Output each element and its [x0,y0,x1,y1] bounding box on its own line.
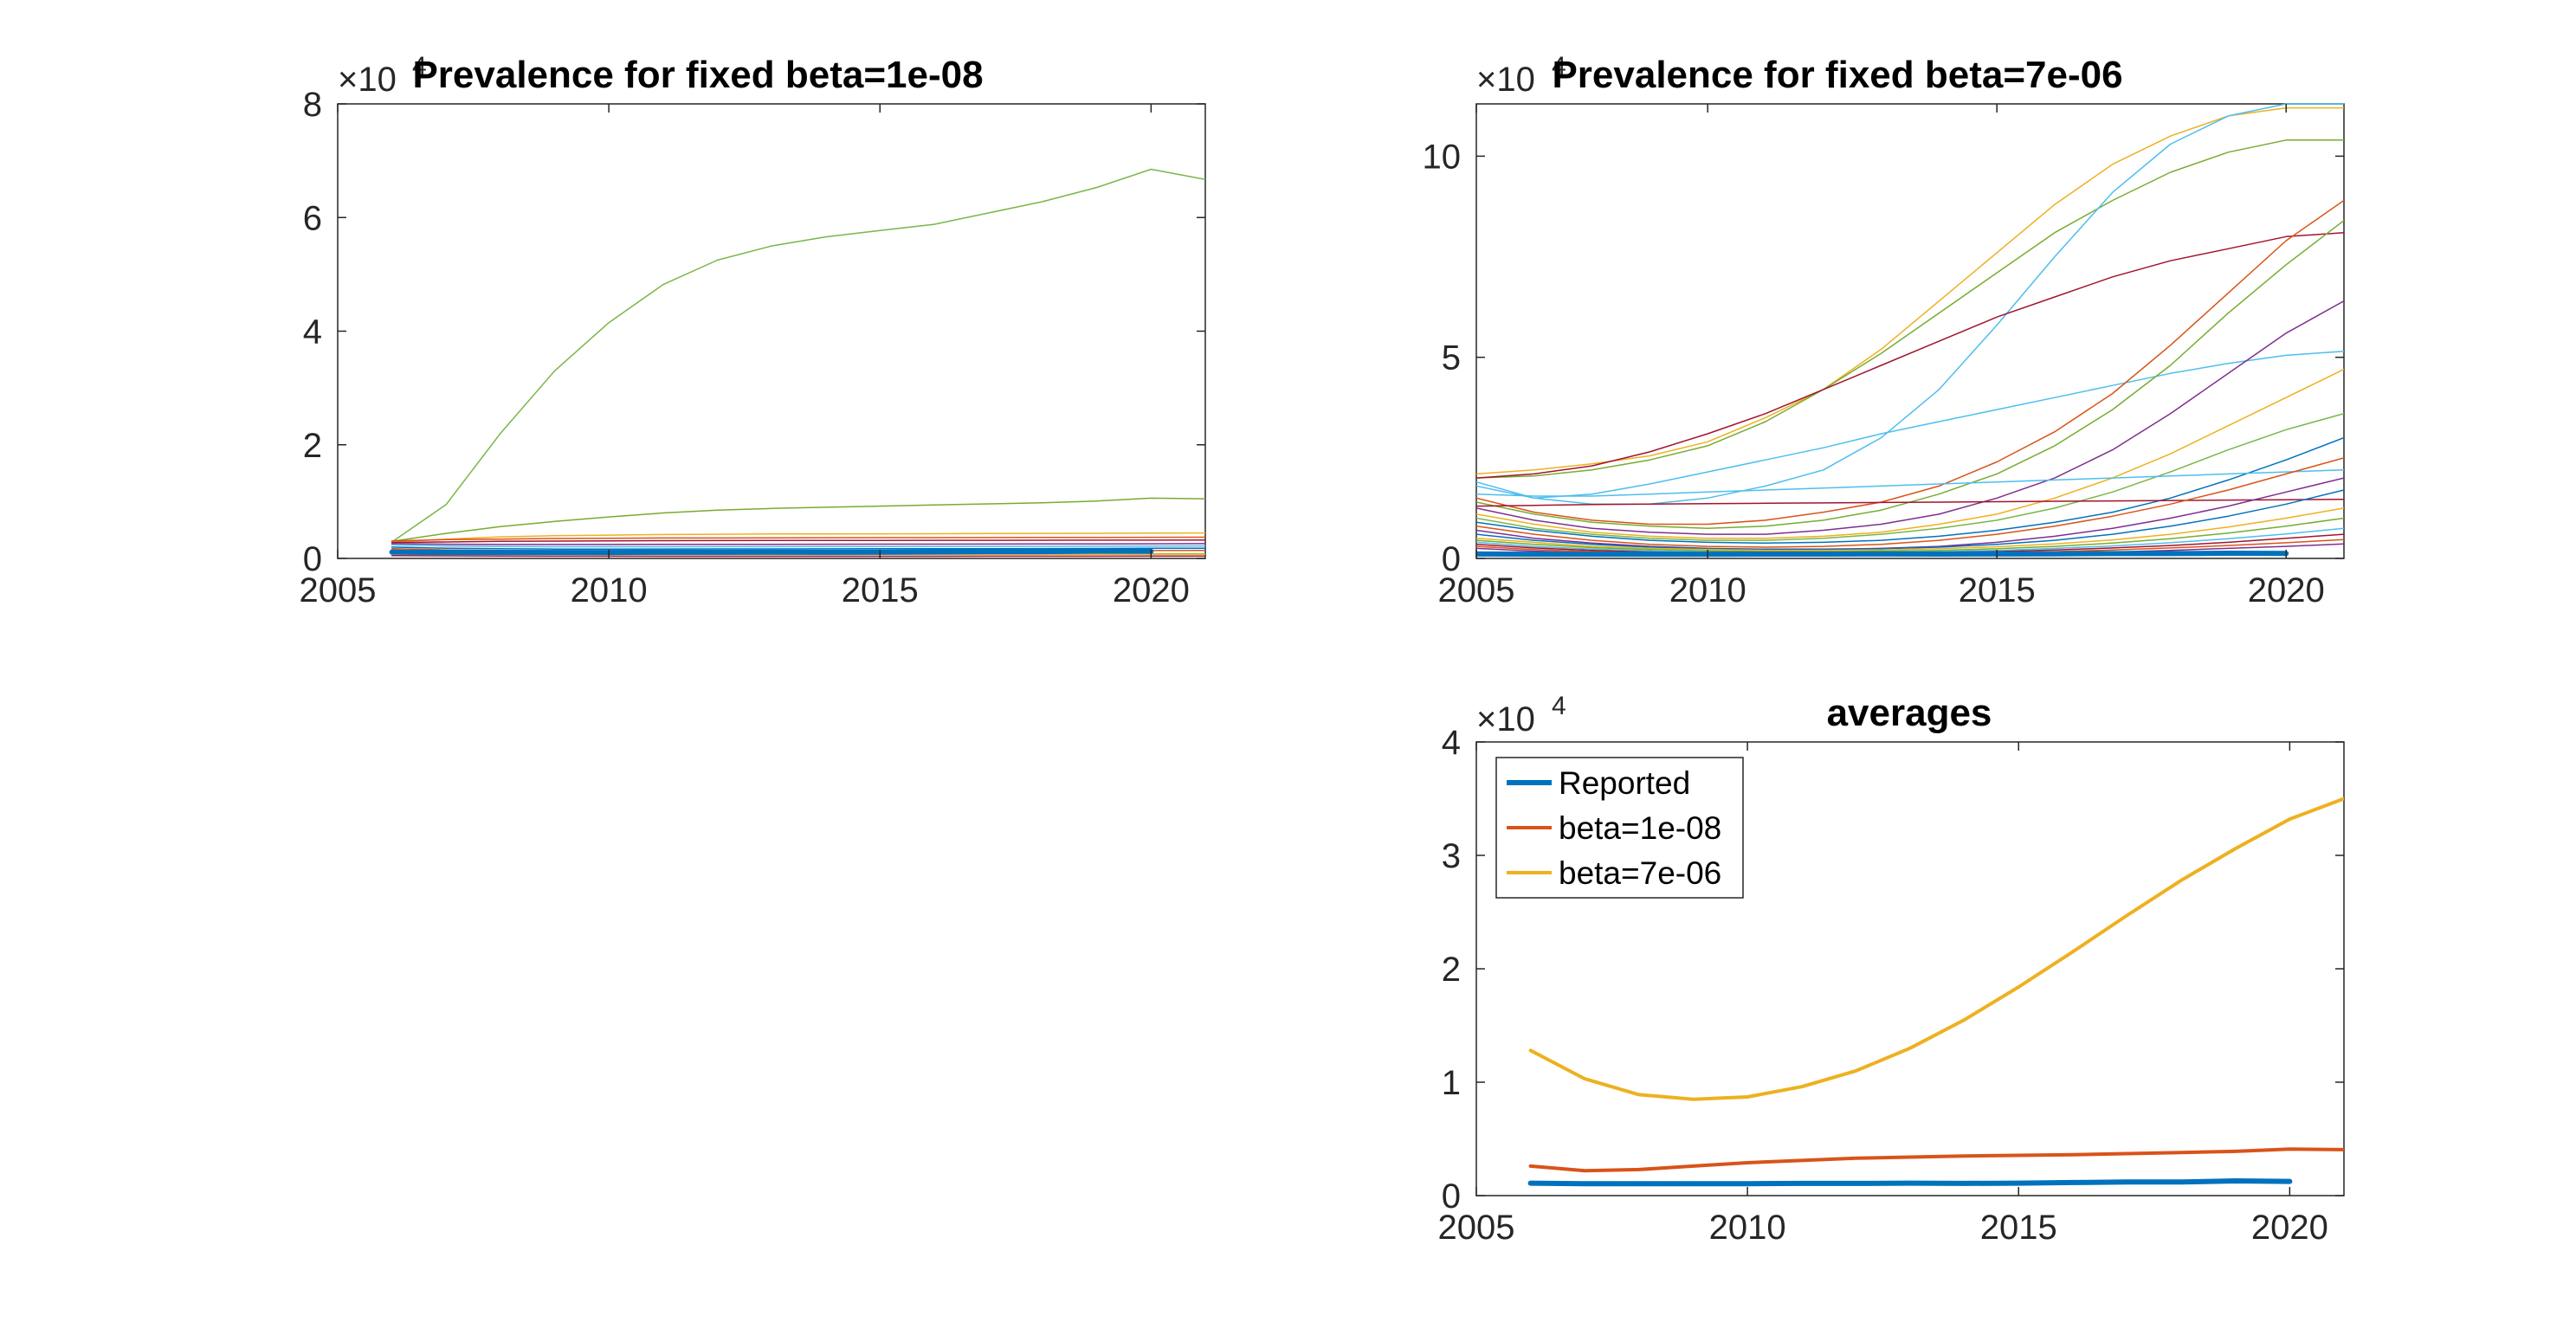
y-tick-label: 5 [1442,339,1461,377]
series-group [389,168,1205,558]
series-line-23 [1476,551,2289,558]
series-line-2 [1476,139,2344,479]
series-line-7 [391,544,1205,548]
series-group [1476,103,2344,558]
y-tick-label: 4 [303,313,322,351]
x-tick-label: 2020 [2248,571,2325,609]
y-tick-label: 4 [1442,724,1461,762]
p2-exponent-base: ×10 [1476,61,1535,99]
series-group [1527,796,2344,1187]
y-tick-label: 2 [303,427,322,465]
y-tick-label: 2 [1442,951,1461,989]
series-line-16 [1476,489,2344,551]
series-line-4 [1476,231,2344,479]
series-line-4 [391,536,1205,542]
series-line-18 [1476,517,2344,552]
legend-label-reported: Reported [1559,765,1690,801]
legend-label-beta-7e-06: beta=7e-06 [1559,855,1721,891]
y-tick-label: 0 [1442,1177,1461,1216]
y-tick-label: 0 [1442,540,1461,578]
x-tick-label: 2020 [2251,1209,2328,1247]
y-tick-label: 3 [1442,837,1461,875]
p3-exponent-base: ×10 [1476,700,1535,738]
p1-title: Prevalence for fixed beta=1e-08 [412,54,983,96]
p1-exponent-power: 4 [412,52,427,81]
p2-exponent-power: 4 [1552,52,1566,81]
y-tick-label: 1 [1442,1064,1461,1102]
series-line-8 [1476,300,2344,535]
p2-title: Prevalence for fixed beta=7e-06 [1552,54,2122,96]
y-tick-label: 10 [1423,138,1462,176]
series-line-6 [1476,199,2344,526]
axes-frame [1475,103,2345,559]
panel-beta-7e-06: ×10 4 Prevalence for fixed beta=7e-06 20… [1423,52,2345,609]
x-tick-label: 2005 [1438,571,1515,609]
y-tick-label: 8 [303,86,322,124]
series-line-11 [1476,436,2344,545]
series-line-10 [1476,412,2344,541]
legend-label-beta-1e-08: beta=1e-08 [1559,810,1721,846]
x-tick-label: 2015 [1980,1209,2057,1247]
series-line-reported [1527,1178,2293,1187]
axes-frame [337,103,1206,559]
series-line-2 [391,497,1205,543]
panel-averages: ×10 4 averages 2005 2010 2015 2020 0 1 2 3 4 Rep… [1438,692,2345,1247]
series-line-9 [1476,368,2344,539]
p1-exponent-base: ×10 [338,61,397,99]
series-line-1 [1476,106,2344,475]
p3-title: averages [1827,692,1992,734]
series-line-6 [391,543,1205,545]
legend: Reported beta=1e-08 beta=7e-06 [1495,757,1744,899]
x-tick-label: 2010 [571,571,648,609]
x-tick-label: 2005 [1438,1209,1515,1247]
series-line-3 [391,532,1205,543]
series-line-5 [391,539,1205,544]
x-tick-label: 2010 [1709,1209,1786,1247]
series-line-beta-1e-08 [1528,1147,2344,1173]
series-line-5 [1476,350,2344,500]
series-line-17 [1476,507,2344,551]
x-tick-label: 2015 [1959,571,2036,609]
series-line-12 [1476,498,2344,507]
x-tick-label: 2005 [300,571,377,609]
y-tick-label: 6 [303,199,322,237]
series-line-14 [1476,457,2344,548]
series-line-13 [1476,469,2344,497]
p3-exponent-power: 4 [1552,692,1566,720]
panel-beta-1e-08: ×10 4 Prevalence for fixed beta=1e-08 20… [300,52,1206,609]
series-line-1 [391,168,1205,543]
y-tick-label: 0 [303,540,322,578]
x-tick-label: 2015 [842,571,919,609]
series-line-beta-7e-06 [1528,796,2344,1101]
series-line-8 [391,546,1205,550]
x-tick-label: 2020 [1113,571,1190,609]
series-line-12 [391,554,1205,558]
x-tick-label: 2010 [1669,571,1746,609]
series-line-13 [389,548,1154,556]
